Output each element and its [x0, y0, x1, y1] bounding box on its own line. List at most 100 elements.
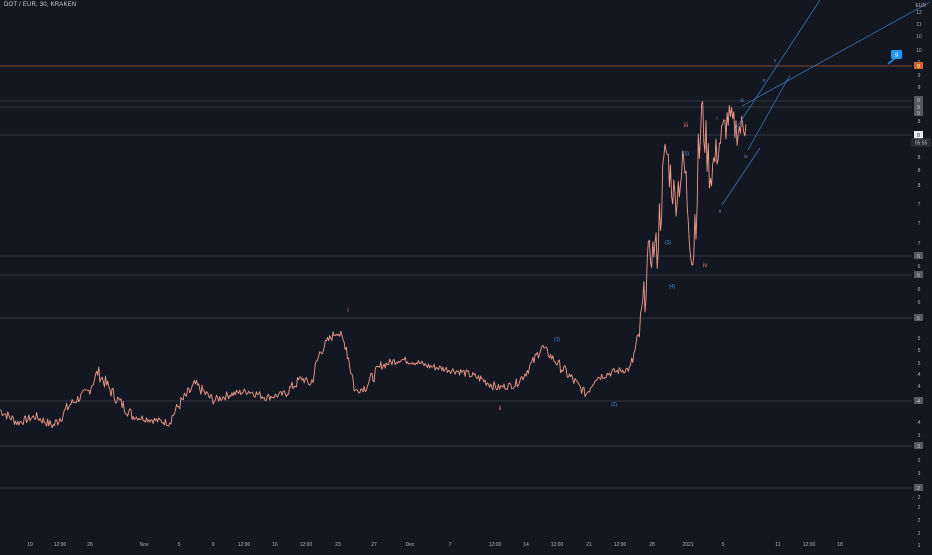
y-axis-tick-label: 3 — [918, 458, 921, 464]
x-axis-tick-label: 5 — [178, 542, 181, 548]
wave-label-minor: i — [716, 116, 717, 122]
y-axis-tick-label: 2 — [918, 505, 921, 511]
price-tag-bg — [914, 252, 923, 259]
y-axis-tick-label: 8 — [918, 183, 921, 189]
y-axis-tick-label: 7 — [918, 221, 921, 227]
marker-box[interactable] — [891, 50, 902, 59]
price-tag: 3 — [917, 444, 920, 450]
symbol-title: DOT / EUR, 30, KRAKEN — [4, 2, 77, 8]
y-axis-tick-label: 5 — [918, 361, 921, 367]
current-price-tag: 8 — [917, 133, 920, 139]
wave-label-minor: iv — [744, 154, 748, 160]
wave-label-minor: (1) — [554, 337, 560, 343]
price-countdown: 05:55 — [915, 141, 928, 147]
countdown-bg — [911, 138, 931, 147]
price-tag: 9 — [917, 105, 920, 111]
target-price-tag: 9 — [917, 64, 920, 70]
y-axis-tick-label: 2 — [918, 531, 921, 537]
x-axis-tick-label: Nov — [140, 542, 149, 548]
y-axis-tick-label: 4 — [918, 372, 921, 378]
x-axis-tick-label: 28 — [649, 542, 655, 548]
wave-label-major: i — [347, 307, 348, 314]
trendline[interactable] — [721, 147, 761, 206]
price-tag-bg — [914, 271, 923, 278]
price-tag-bg — [914, 397, 923, 404]
price-tag: 6 — [917, 254, 920, 260]
y-axis-tick-label: 7 — [918, 241, 921, 247]
price-tag: 6 — [917, 273, 920, 279]
x-axis-tick-label: 12:00 — [54, 542, 67, 548]
price-tag-bg — [914, 314, 923, 321]
x-axis-tick-label: 2021 — [682, 542, 693, 548]
wave-label-minor: (2) — [611, 402, 617, 408]
wave-label-minor: (5) — [683, 151, 689, 157]
x-axis-tick-label: 16 — [272, 542, 278, 548]
y-axis-tick-label: 9 — [918, 73, 921, 79]
x-axis-tick-label: 12:00 — [803, 542, 816, 548]
x-axis-tick-label: 12:00 — [551, 542, 564, 548]
currency-label: EUR — [915, 3, 926, 9]
y-axis-tick-label: 3 — [918, 471, 921, 477]
current-price-tag-bg — [914, 131, 923, 138]
wave-label-minor: ii — [719, 209, 721, 215]
y-axis-tick-label: 4 — [918, 384, 921, 390]
price-tag: 9 — [917, 98, 920, 104]
price-tag-bg — [914, 484, 923, 491]
x-axis-tick-label: 9 — [212, 542, 215, 548]
y-axis-tick-label: 4 — [918, 420, 921, 426]
x-axis-tick-label: 5 — [722, 542, 725, 548]
price-tag-bg — [914, 96, 923, 103]
y-axis-tick-label: 12 — [916, 10, 922, 16]
x-axis-tick-label: 19 — [27, 542, 33, 548]
y-axis-tick-label: 11 — [916, 22, 921, 28]
x-axis-tick-label: 12:00 — [614, 542, 627, 548]
y-axis-tick-label: 10 — [916, 48, 922, 54]
x-axis-tick-label: 12:00 — [489, 542, 502, 548]
wave-label-minor: v — [763, 78, 766, 84]
y-axis-tick-label: 8 — [918, 155, 921, 161]
trendline[interactable] — [747, 74, 791, 151]
y-axis-tick-label: 6 — [918, 300, 921, 306]
marker-label: 9 — [895, 53, 899, 59]
y-axis-tick-label: 5 — [918, 336, 921, 342]
y-axis-tick-label: 8 — [918, 119, 921, 125]
y-axis-tick-label: 6 — [918, 264, 921, 270]
y-axis-tick-label: 9 — [918, 85, 921, 91]
y-axis-tick-label: 6 — [918, 287, 921, 293]
x-axis-tick-label: 12:00 — [238, 542, 251, 548]
y-axis-tick-label: 2 — [918, 518, 921, 524]
y-axis-tick-label: 3 — [918, 433, 921, 439]
x-axis-tick-label: 27 — [371, 542, 377, 548]
wave-label-major: iv — [703, 262, 708, 269]
price-tag: 2 — [917, 486, 920, 492]
price-tag-bg — [914, 103, 923, 110]
x-axis-tick-label: 14 — [523, 542, 529, 548]
wave-label-minor: (3) — [665, 240, 671, 246]
x-axis-tick-label: 23 — [335, 542, 341, 548]
trendline[interactable] — [734, 0, 821, 131]
y-axis-tick-label: 2 — [918, 495, 921, 501]
wave-label-minor: (4) — [669, 284, 675, 290]
trendline[interactable] — [741, 1, 931, 107]
wave-label-minor: v — [774, 58, 777, 64]
x-axis-tick-label: 12:00 — [300, 542, 313, 548]
target-tag-bg — [914, 62, 923, 69]
y-axis-tick-label: 10 — [916, 34, 922, 40]
price-tag: 5 — [917, 316, 920, 322]
x-axis-tick-label: 26 — [87, 542, 93, 548]
y-axis-tick-label: 1 — [918, 543, 921, 549]
x-axis-tick-label: 21 — [586, 542, 592, 548]
wave-label-major: ii — [499, 405, 502, 412]
price-tag: 4 — [917, 399, 920, 405]
x-axis-tick-label: 11 — [775, 542, 780, 548]
price-series-line — [0, 101, 747, 429]
price-tag-bg — [914, 442, 923, 449]
wave-label-minor: iii — [740, 98, 743, 104]
price-tag: 9 — [917, 111, 920, 117]
x-axis-tick-label: Dec — [406, 542, 415, 548]
x-axis-tick-label: 7 — [449, 542, 452, 548]
y-axis-tick-label: 7 — [918, 202, 921, 208]
x-axis-tick-label: 18 — [837, 542, 843, 548]
